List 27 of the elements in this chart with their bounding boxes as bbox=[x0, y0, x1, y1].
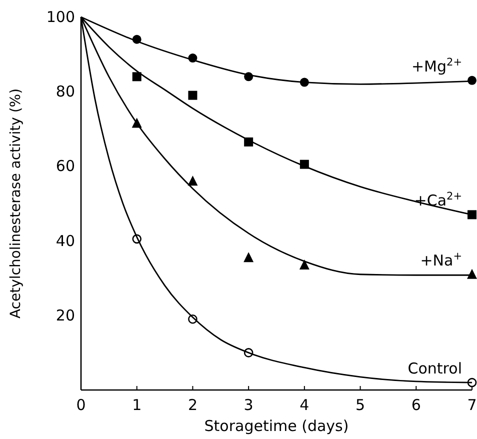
x-tick-label: 7 bbox=[467, 396, 477, 414]
y-tick-label: 100 bbox=[46, 8, 75, 26]
point bbox=[467, 268, 477, 279]
point bbox=[468, 210, 476, 220]
point bbox=[467, 378, 477, 388]
x-tick-label: 0 bbox=[76, 396, 86, 414]
x-tick-label: 1 bbox=[132, 396, 142, 414]
point bbox=[188, 176, 198, 186]
series-label: +Mg$^{2+}$ bbox=[411, 56, 462, 76]
x-tick-label: 3 bbox=[244, 396, 254, 414]
series-label: Control bbox=[408, 360, 462, 378]
y-tick-label: 80 bbox=[56, 82, 75, 101]
y-tick-label: 60 bbox=[56, 157, 75, 176]
series-label: +Na$^{+}$ bbox=[420, 250, 462, 270]
point bbox=[244, 252, 254, 262]
point bbox=[299, 260, 310, 270]
y-tick-label: 40 bbox=[56, 232, 75, 250]
x-tick-label: 6 bbox=[411, 396, 421, 414]
x-tick-label: 2 bbox=[188, 396, 198, 414]
point bbox=[188, 90, 198, 100]
x-tick-label: 4 bbox=[300, 396, 310, 414]
y-tick-label: 20 bbox=[56, 306, 75, 324]
x-axis-title: Storagetime (days) bbox=[204, 417, 349, 435]
point bbox=[132, 72, 142, 82]
y-axis-title: Acetylcholinesterase activity (%) bbox=[8, 88, 24, 319]
x-tick-label: 5 bbox=[356, 396, 366, 414]
series-label: +Ca$^{2+}$ bbox=[414, 190, 462, 210]
